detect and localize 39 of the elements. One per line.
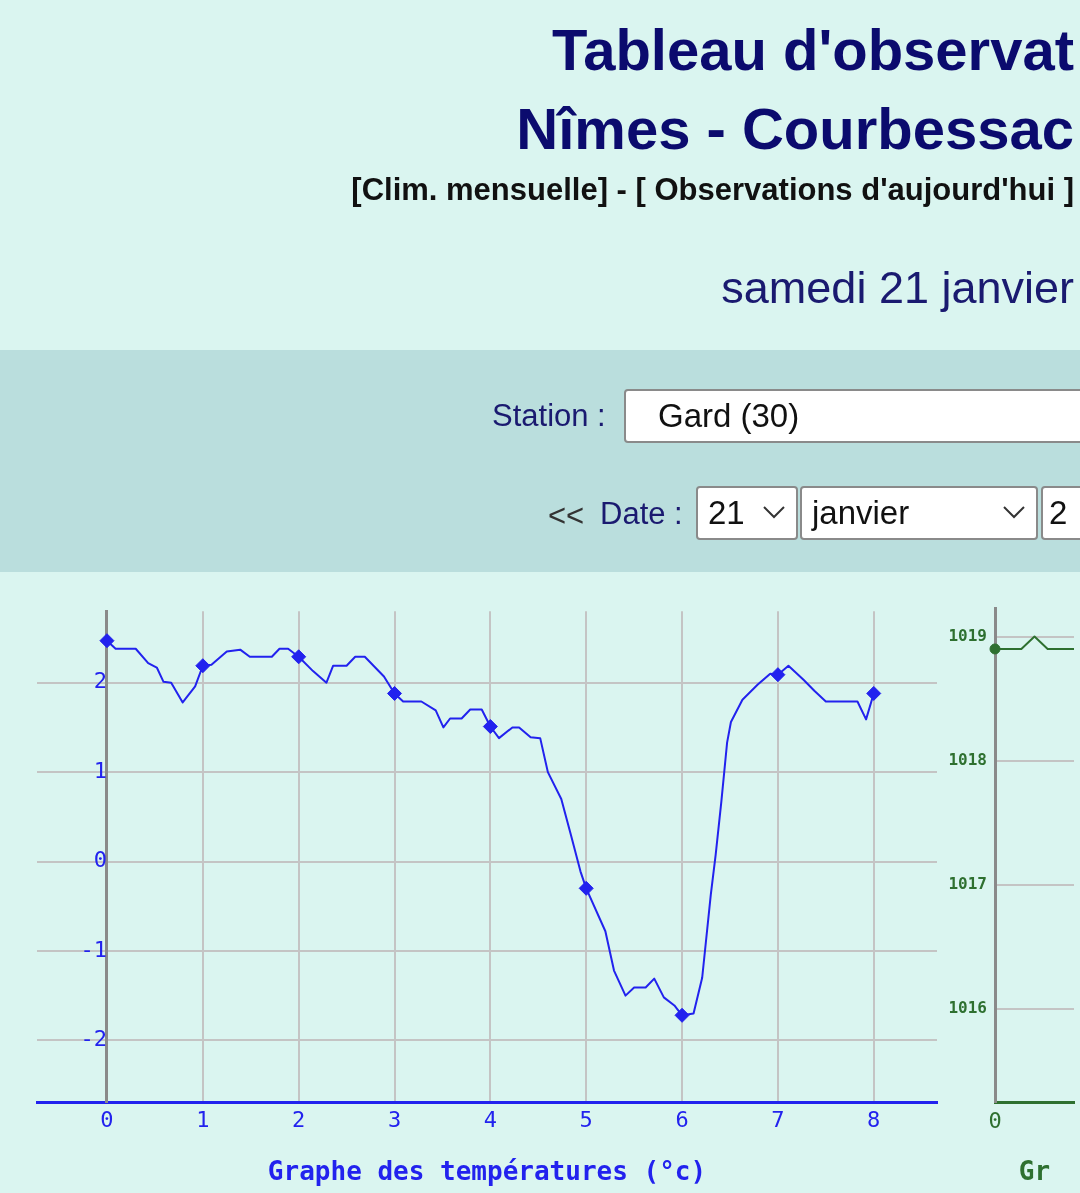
y-tick-label: 2 [93,668,107,694]
point [387,685,403,701]
point [195,658,211,674]
y-tick-label: 0 [93,847,107,873]
text: Station : [492,398,606,434]
x-tick-label: 1 [196,1106,210,1132]
text: << [548,498,585,534]
point [578,880,594,896]
point [482,719,498,735]
text: samedi 21 janvier [721,262,1074,314]
x-tick-label: 8 [867,1106,881,1132]
x-tick-label: 7 [771,1106,785,1132]
x-tick-label: 4 [483,1106,497,1132]
point [770,667,786,683]
chart-subtitle: Nîmes - Courbessac [516,95,1074,162]
x-tick-label: 6 [675,1106,689,1132]
y-tick-label: 1 [93,757,107,783]
y-tick-label: -2 [80,1026,107,1052]
y-tick-label: 1017 [948,873,987,893]
x-tick-label: 3 [387,1106,402,1132]
chart-title: Tableau d'observat [552,16,1074,83]
y-tick-label: -1 [80,936,107,962]
day-field: 21 [696,486,798,540]
point [866,685,882,701]
y-tick-label: 1018 [948,749,987,769]
x-axis-title: Gr [1018,1156,1051,1187]
x-tick-label: 2 [292,1106,306,1132]
year-field: 2 [1041,486,1080,540]
point [674,1007,690,1023]
text: Date : [600,496,683,532]
x-tick-label: 5 [579,1106,593,1132]
y-tick-label: 1019 [948,625,987,645]
text: [Clim. mensuelle] - [ Observations d'aujourd'hui ] [351,172,1074,208]
point [291,649,307,665]
station-field: Gard (30) [624,389,1080,443]
x-axis-title: Graphe des températures (°c) [267,1156,707,1187]
month-field: janvier [800,486,1038,540]
y-tick-label: 1016 [948,998,987,1018]
point [99,633,115,649]
